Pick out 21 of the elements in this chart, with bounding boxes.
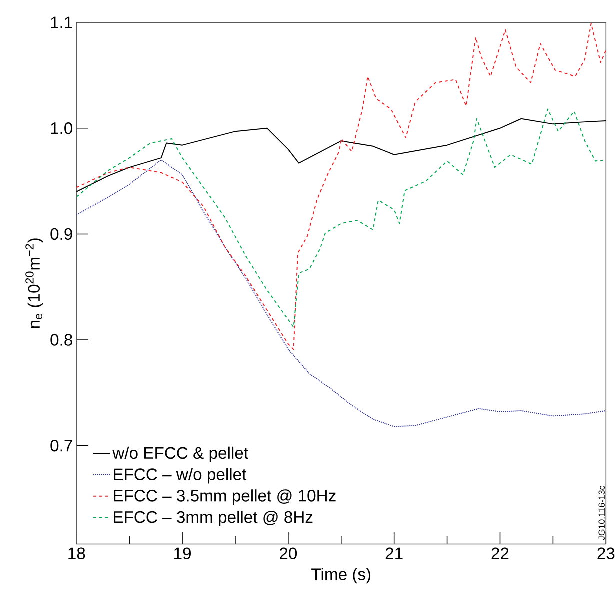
legend-label: EFCC – 3mm pellet @ 8Hz — [114, 510, 313, 526]
legend-label: w/o EFCC & pellet — [112, 446, 248, 462]
line-series — [76, 23, 606, 350]
y-tick-label: 1.0 — [51, 122, 73, 134]
x-tick-label: 21 — [386, 548, 403, 560]
y-tick-label: 0.8 — [50, 334, 72, 346]
x-tick-label: 18 — [68, 548, 86, 560]
x-tick-label: 19 — [174, 548, 192, 560]
line-series — [76, 118, 606, 192]
x-tick-label: 22 — [492, 548, 509, 560]
y-tick-label: 0.9 — [50, 228, 72, 240]
x-tick-label: 23 — [598, 548, 615, 560]
legend-label: EFCC – w/o pellet — [114, 468, 247, 484]
x-tick-label: 20 — [280, 548, 298, 560]
y-tick-label: 1.1 — [51, 16, 72, 28]
x-axis-title: Time (s) — [312, 568, 371, 584]
y-axis-title: n$_{e}$ (10$^{20}$m$^{−2}$) — [26, 238, 44, 328]
line-series — [76, 108, 606, 328]
legend-label: EFCC – 3.5mm pellet @ 10Hz — [114, 489, 336, 505]
annotation: JG10.116-13c — [598, 486, 605, 540]
y-tick-label: 0.7 — [50, 440, 72, 452]
